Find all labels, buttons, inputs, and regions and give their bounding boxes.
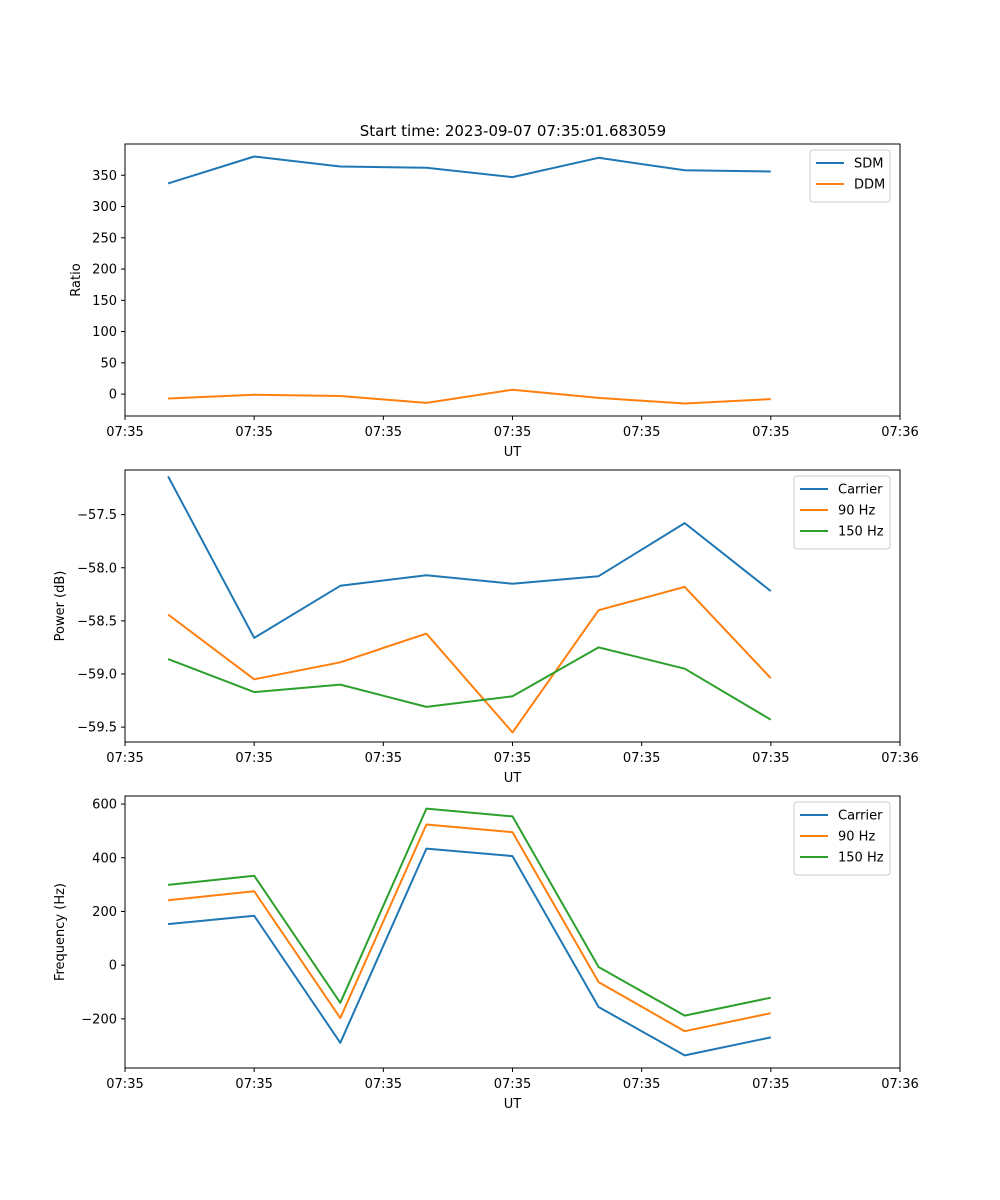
subplot-2: 07:35 07:35 07:35 07:35 07:35 07:35 07:36 −59.5…	[53, 469, 919, 786]
x-tick-label: 07:35	[494, 1077, 531, 1092]
subplot-1: 07:35 07:35 07:35 07:35 07:35 07:35 07:36 0 50 10…	[69, 143, 919, 460]
series-line-150-hz	[167, 646, 772, 721]
x-axis-label: UT	[504, 445, 522, 460]
x-tick-label: 07:35	[623, 1077, 660, 1092]
subplots: 07:35 07:35 07:35 07:35 07:35 07:35 07:36 0 50 10…	[53, 143, 919, 1112]
y-tick-label: −58.0	[77, 561, 117, 576]
series-line-carrier	[167, 475, 772, 639]
series-line-90-hz	[167, 585, 772, 734]
y-tick-label: −58.5	[77, 614, 117, 629]
legend-label: Carrier	[838, 809, 883, 824]
y-tick-label: 0	[109, 959, 117, 974]
x-tick-label: 07:35	[623, 425, 660, 440]
chart-title: Start time: 2023-09-07 07:35:01.683059	[360, 122, 666, 140]
legend-label: 150 Hz	[838, 851, 884, 866]
y-tick-label: 200	[92, 905, 117, 920]
x-tick-label: 07:35	[365, 425, 402, 440]
x-tick-label: 07:35	[365, 751, 402, 766]
y-axis-label: Ratio	[69, 263, 84, 296]
x-tick-label: 07:35	[752, 751, 789, 766]
legend-label: 90 Hz	[838, 830, 875, 845]
legend: SDM DDM	[809, 149, 891, 203]
series-line-ddm	[168, 388, 771, 405]
series-line-90-hz	[167, 823, 772, 1033]
axes-frame	[124, 795, 901, 1069]
y-tick-label: −57.5	[77, 508, 117, 523]
legend-label: DDM	[854, 178, 885, 193]
y-tick-label: 200	[92, 263, 117, 278]
legend-label: Carrier	[838, 483, 883, 498]
x-tick-label: 07:36	[881, 425, 918, 440]
legend-label: SDM	[854, 157, 883, 172]
legend-label: 90 Hz	[838, 504, 875, 519]
y-tick-label: −59.5	[77, 721, 117, 736]
subplot-3: 07:35 07:35 07:35 07:35 07:35 07:35 07:36 −200 0…	[53, 795, 919, 1112]
series-line-150-hz	[167, 807, 772, 1017]
axes-frame	[124, 143, 901, 417]
x-tick-label: 07:35	[494, 751, 531, 766]
y-tick-label: 300	[92, 200, 117, 215]
x-tick-label: 07:35	[752, 1077, 789, 1092]
y-tick-label: 50	[100, 356, 117, 371]
x-tick-label: 07:35	[494, 425, 531, 440]
y-tick-label: 350	[92, 169, 117, 184]
legend: Carrier 90 Hz 150 Hz	[793, 801, 891, 876]
x-tick-label: 07:35	[752, 425, 789, 440]
y-tick-label: 250	[92, 231, 117, 246]
x-tick-label: 07:35	[623, 751, 660, 766]
y-tick-label: 600	[92, 798, 117, 813]
x-tick-label: 07:36	[881, 751, 918, 766]
series-line-carrier	[168, 847, 772, 1057]
y-axis-label: Power (dB)	[53, 571, 68, 642]
x-tick-label: 07:35	[365, 1077, 402, 1092]
x-tick-label: 07:35	[106, 425, 143, 440]
y-tick-label: 400	[92, 851, 117, 866]
y-tick-label: 100	[92, 325, 117, 340]
axes-frame	[124, 469, 901, 743]
x-axis-label: UT	[504, 1097, 522, 1112]
legend-label: 150 Hz	[838, 525, 884, 540]
x-tick-label: 07:35	[235, 425, 272, 440]
x-tick-label: 07:35	[235, 751, 272, 766]
x-tick-label: 07:35	[235, 1077, 272, 1092]
y-tick-label: −59.0	[77, 668, 117, 683]
x-tick-label: 07:35	[106, 1077, 143, 1092]
x-axis-label: UT	[504, 771, 522, 786]
legend: Carrier 90 Hz 150 Hz	[793, 475, 891, 550]
x-tick-label: 07:36	[881, 1077, 918, 1092]
y-tick-label: 150	[92, 294, 117, 309]
y-tick-label: 0	[109, 388, 117, 403]
x-tick-label: 07:35	[106, 751, 143, 766]
y-axis-label: Frequency (Hz)	[53, 883, 68, 981]
series-line-sdm	[167, 155, 771, 185]
y-tick-label: −200	[81, 1012, 117, 1027]
